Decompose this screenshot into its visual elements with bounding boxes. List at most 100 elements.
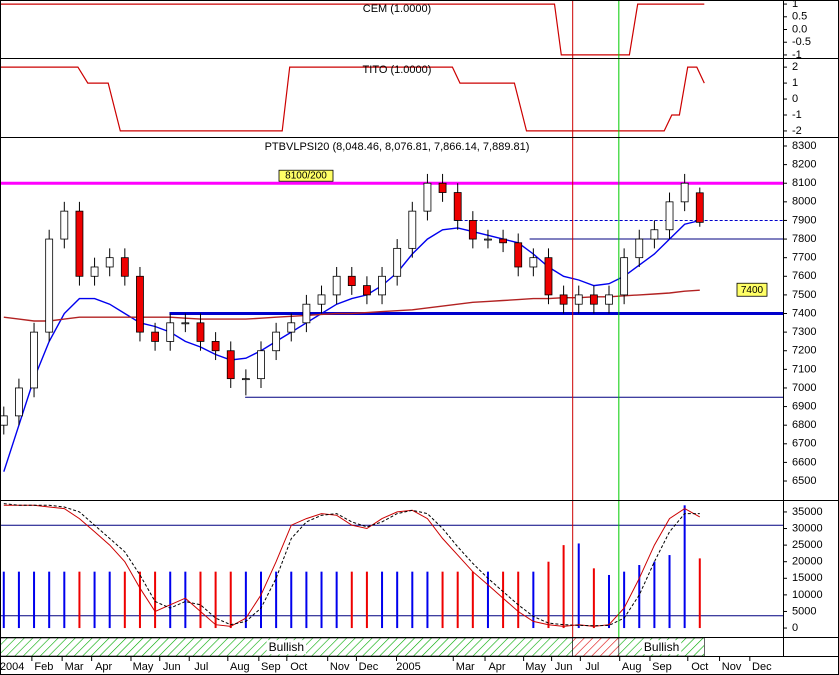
candle-body (136, 275, 144, 333)
x-tick-label: May (133, 661, 154, 673)
volume-bar (350, 571, 353, 629)
y-tick-label: 25000 (792, 539, 823, 551)
volume-bar (517, 571, 520, 629)
volume-bar (78, 571, 81, 629)
candle-body (241, 378, 250, 381)
candle-body (468, 220, 477, 240)
candle-body (559, 294, 568, 305)
candle-body (438, 182, 447, 193)
candle-body (332, 275, 341, 296)
candle-body (90, 266, 99, 277)
volume-bar (199, 571, 202, 629)
volume-bar (471, 571, 474, 629)
volume-bar (275, 571, 278, 629)
y-tick-label: 6900 (792, 400, 816, 412)
x-tick-label: 2004 (0, 661, 24, 673)
tito-title: TITO (1.0000) (363, 64, 432, 76)
x-tick-label: Mar (65, 661, 84, 673)
regime-band (572, 637, 620, 657)
moving-average (3, 219, 700, 472)
candle-body (514, 242, 523, 268)
candle-body (317, 294, 326, 305)
x-tick-label: Jul (585, 661, 599, 673)
x-tick-label: Sep (261, 661, 281, 673)
candle-body (45, 238, 54, 333)
candle-body (75, 210, 84, 277)
candle-body (544, 257, 553, 296)
candle-body (589, 294, 598, 305)
y-tick-label: 6800 (792, 419, 816, 431)
volume-bar (365, 571, 368, 629)
volume-bar (214, 571, 217, 629)
candle-body (574, 294, 583, 305)
candle-body (226, 350, 235, 380)
ma-label-box (736, 282, 768, 297)
volume-bar (456, 571, 459, 629)
y-tick-label: 8300 (792, 140, 816, 152)
candle-body (695, 192, 704, 223)
y-tick-label: 2 (792, 61, 798, 73)
candle-body (257, 350, 265, 380)
volume-bar (623, 571, 626, 629)
candle-body (680, 182, 689, 203)
x-tick-label: Apr (488, 661, 505, 673)
x-tick-label: Aug (622, 661, 642, 673)
candle-body (408, 210, 417, 249)
y-tick-label: -1 (792, 109, 802, 121)
y-tick-label: 8000 (792, 196, 816, 208)
y-tick-label: 8200 (792, 159, 816, 171)
candle-body (105, 257, 114, 268)
y-tick-label: 7100 (792, 363, 816, 375)
y-tick-label: 35000 (792, 506, 823, 518)
y-tick-label: 0 (792, 622, 798, 634)
candle-body (0, 415, 8, 426)
y-tick-label: 7800 (792, 233, 816, 245)
volume-bar (48, 571, 51, 629)
y-tick-label: -1 (792, 49, 802, 61)
candle-body (151, 331, 159, 342)
volume-bar (184, 571, 187, 629)
oscillator-line (3, 504, 701, 627)
y-tick-label: 1 (792, 0, 798, 10)
x-tick-label: Sep (652, 661, 672, 673)
cem-title: CEM (1.0000) (363, 3, 431, 15)
candle-body (378, 275, 386, 296)
y-tick-label: 20000 (792, 556, 823, 568)
regime-label-bg (641, 640, 682, 655)
regime-label: Bullish (269, 640, 304, 654)
volume-bar (260, 571, 262, 629)
indicator-line (0, 3, 705, 56)
candle-body (635, 238, 644, 259)
candle-body (181, 322, 190, 325)
volume-bar (335, 571, 338, 629)
x-tick-label: Nov (330, 661, 350, 673)
y-tick-label: 6500 (792, 475, 816, 487)
candle-body (196, 322, 205, 342)
y-tick-label: 7900 (792, 214, 816, 226)
y-tick-label: 6600 (792, 456, 816, 468)
regime-label-bg (266, 640, 307, 655)
y-tick-label: 5000 (792, 605, 816, 617)
y-tick-label: 15000 (792, 572, 823, 584)
volume-bar (577, 543, 580, 629)
volume-bar (229, 571, 232, 629)
volume-bar (411, 571, 414, 629)
volume-bar (2, 571, 5, 629)
y-tick-label: 1 (792, 77, 798, 89)
candle-body (665, 201, 674, 231)
y-tick-label: 0.5 (792, 11, 807, 23)
x-tick-label: Mar (456, 661, 475, 673)
volume-bar (381, 571, 384, 629)
volume-bar (668, 555, 671, 629)
x-tick-label: Nov (722, 661, 742, 673)
volume-bar (17, 571, 20, 629)
volume-bar (698, 558, 701, 629)
volume-bar (653, 561, 656, 629)
candle-body (620, 257, 629, 296)
volume-bar (638, 565, 641, 629)
volume-bar (138, 571, 141, 629)
y-tick-label: 0 (792, 93, 798, 105)
candle-body (453, 192, 462, 221)
volume-bar (169, 571, 172, 629)
